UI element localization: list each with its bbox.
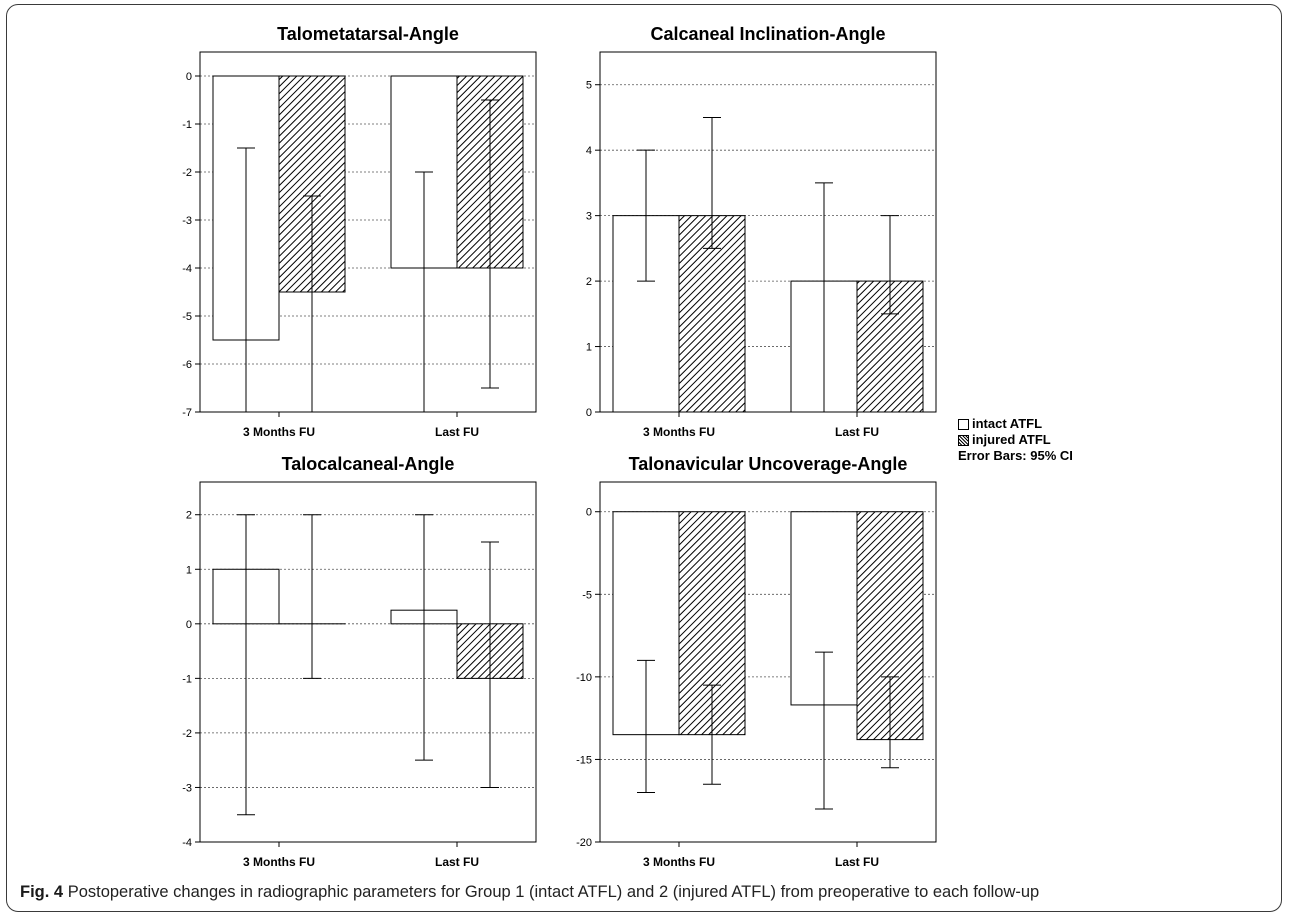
chart-title: Talometatarsal-Angle bbox=[277, 24, 459, 44]
y-tick-label: 4 bbox=[586, 145, 592, 157]
x-tick-label: 3 Months FU bbox=[643, 855, 715, 869]
x-tick-label: 3 Months FU bbox=[643, 425, 715, 439]
caption-text: Postoperative changes in radiographic pa… bbox=[67, 883, 1040, 901]
y-tick-label: 0 bbox=[586, 407, 592, 419]
plot-frame bbox=[599, 481, 937, 843]
y-tick-label: -1 bbox=[182, 673, 192, 685]
panel-talonavicular: Talonavicular Uncoverage-Angle 0 -5 -10 -15… bbox=[576, 454, 937, 869]
y-tick-label: -20 bbox=[576, 837, 592, 849]
y-tick-label: 1 bbox=[186, 564, 192, 576]
chart-title: Talonavicular Uncoverage-Angle bbox=[629, 454, 908, 474]
y-tick-label: 2 bbox=[586, 276, 592, 288]
y-tick-label: 0 bbox=[586, 507, 592, 519]
y-tick-label: -4 bbox=[182, 263, 192, 275]
y-tick-label: -15 bbox=[576, 754, 592, 766]
plot-frame bbox=[599, 51, 937, 413]
legend-item-injured: injured ATFL bbox=[958, 432, 1073, 448]
y-tick-label: -3 bbox=[182, 215, 192, 227]
caption-label: Fig. 4 bbox=[20, 883, 64, 901]
x-tick-label: Last FU bbox=[835, 425, 879, 439]
y-tick-label: 0 bbox=[186, 619, 192, 631]
panel-talometatarsal: Talometatarsal-Angle 0 -1 -2 -3 -4 -5 -6 -7 3 M… bbox=[182, 24, 537, 439]
legend-error-note: Error Bars: 95% CI bbox=[958, 448, 1073, 463]
plot-layer: 2 1 0 -1 -2 -3 -4 bbox=[182, 481, 537, 849]
y-tick-label: 3 bbox=[586, 211, 592, 223]
panel-talocalcaneal: Talocalcaneal-Angle 2 1 0 -1 -2 -3 -4 3 Months… bbox=[182, 454, 537, 869]
y-tick-label: -2 bbox=[182, 728, 192, 740]
y-tick-label: -1 bbox=[182, 119, 192, 131]
y-tick-label: -5 bbox=[582, 589, 592, 601]
legend-label-intact: intact ATFL bbox=[972, 416, 1043, 431]
plot-layer: 0 1 2 3 4 5 bbox=[586, 51, 937, 419]
panel-calcaneal-inclination: Calcaneal Inclination-Angle 0 1 2 3 4 5 3 Mon… bbox=[586, 24, 937, 439]
y-tick-label: -5 bbox=[182, 311, 192, 323]
y-tick-label: -7 bbox=[182, 407, 192, 419]
plot-layer: 0 -1 -2 -3 -4 -5 -6 -7 bbox=[182, 51, 537, 419]
hatched-swatch-icon bbox=[958, 434, 969, 446]
y-tick-label: 2 bbox=[186, 510, 192, 522]
y-tick-label: -4 bbox=[182, 837, 192, 849]
y-tick-label: -3 bbox=[182, 782, 192, 794]
figure-caption: Fig. 4 Postoperative changes in radiogra… bbox=[20, 883, 1039, 902]
x-tick-label: Last FU bbox=[835, 855, 879, 869]
plot-layer: 0 -5 -10 -15 -20 bbox=[576, 481, 937, 849]
y-tick-label: -10 bbox=[576, 672, 592, 684]
legend-label-injured: injured ATFL bbox=[972, 432, 1051, 447]
intact-swatch-icon bbox=[958, 418, 969, 430]
plot-frame bbox=[199, 51, 537, 413]
x-tick-label: 3 Months FU bbox=[243, 425, 315, 439]
x-tick-label: Last FU bbox=[435, 855, 479, 869]
y-tick-label: -6 bbox=[182, 359, 192, 371]
chart-title: Calcaneal Inclination-Angle bbox=[650, 24, 885, 44]
legend-item-intact: intact ATFL bbox=[958, 416, 1073, 432]
plot-frame bbox=[199, 481, 537, 843]
y-tick-label: 0 bbox=[186, 71, 192, 83]
chart-legend: intact ATFL injured ATFL Error Bars: 95%… bbox=[958, 416, 1073, 464]
x-tick-label: Last FU bbox=[435, 425, 479, 439]
chart-title: Talocalcaneal-Angle bbox=[282, 454, 455, 474]
x-tick-label: 3 Months FU bbox=[243, 855, 315, 869]
y-tick-label: -2 bbox=[182, 167, 192, 179]
y-tick-label: 1 bbox=[586, 342, 592, 354]
figure-frame bbox=[6, 4, 1282, 912]
y-tick-label: 5 bbox=[586, 80, 592, 92]
